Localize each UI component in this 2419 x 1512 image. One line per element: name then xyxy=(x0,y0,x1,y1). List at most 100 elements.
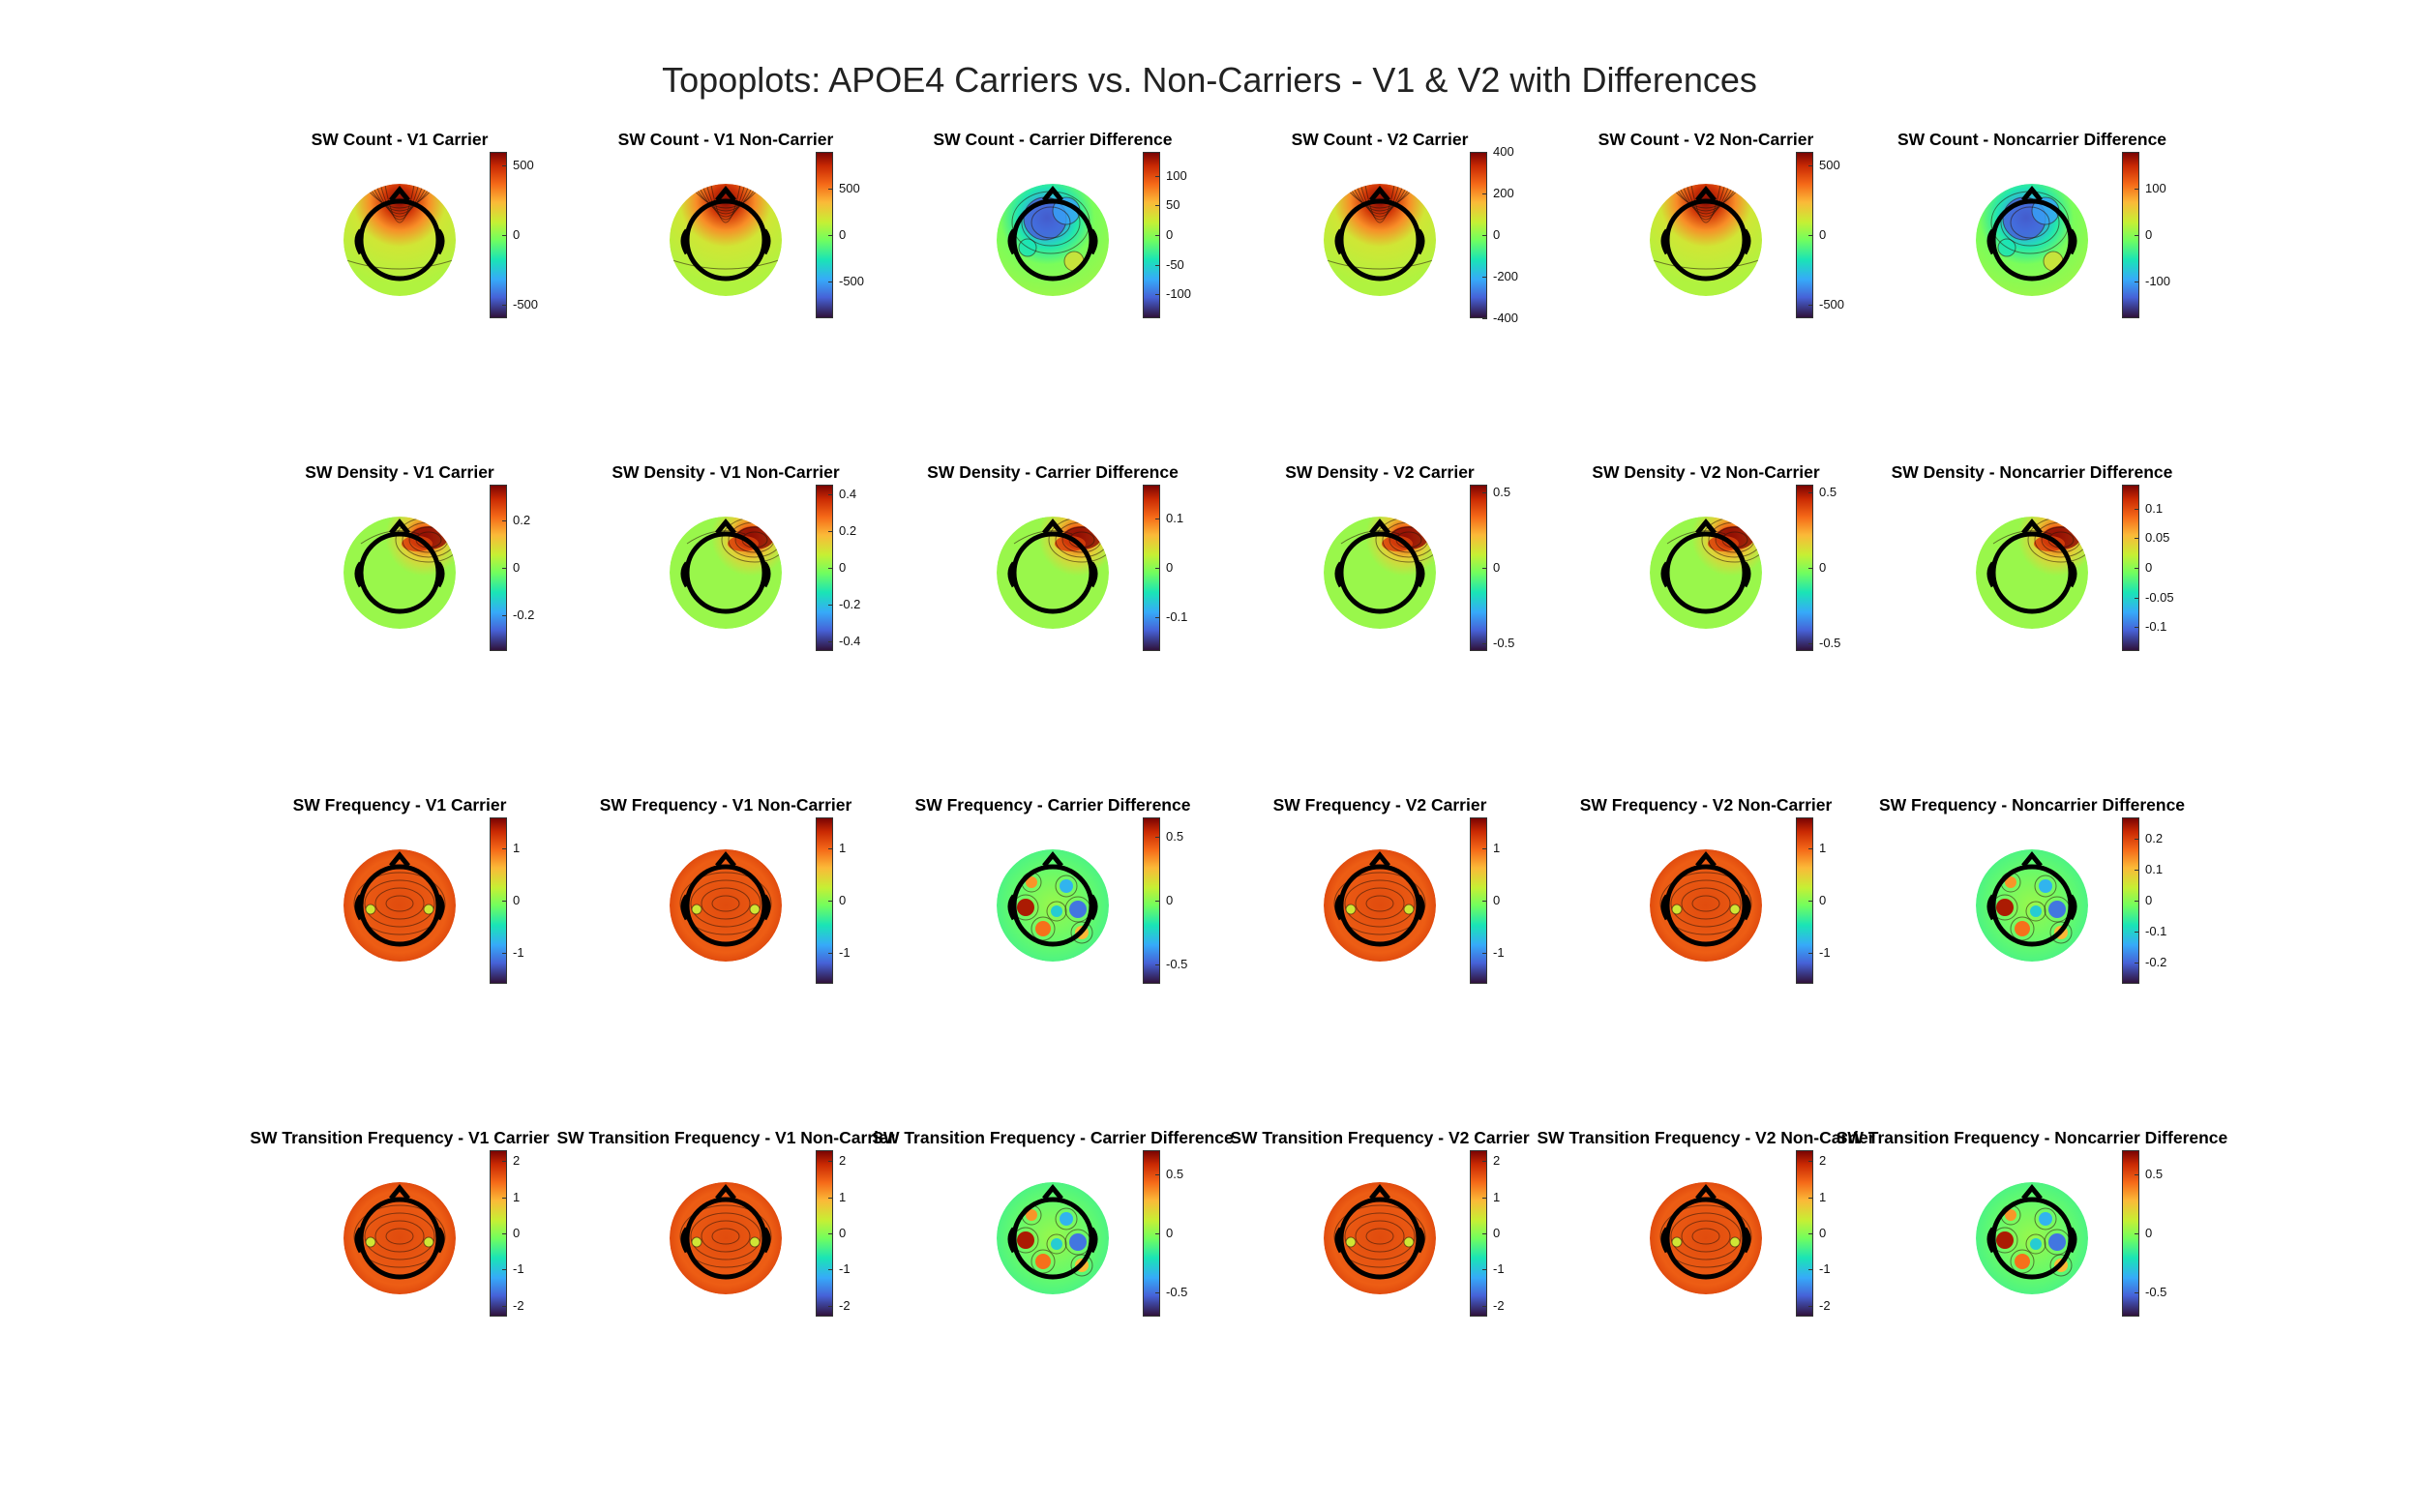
colorbar-tick-label: 1 xyxy=(1819,1189,1827,1204)
scalp-topoplot xyxy=(997,517,1109,629)
colorbar-tick xyxy=(1808,1233,1813,1234)
colorbar-tick xyxy=(828,568,833,569)
colorbar-tick-label: 500 xyxy=(1819,158,1840,173)
scalp-topoplot xyxy=(670,849,782,962)
head-outline xyxy=(684,1197,767,1280)
colorbar-tick-label: 0 xyxy=(1166,1226,1174,1240)
scalp-topoplot xyxy=(1324,849,1436,962)
panel-title: SW Transition Frequency - Noncarrier Dif… xyxy=(1836,1128,2228,1147)
panel-title: SW Count - V2 Non-Carrier xyxy=(1598,130,1814,149)
scalp-topoplot xyxy=(1324,184,1436,296)
colorbar-tick xyxy=(2135,1292,2139,1294)
colorbar-tick xyxy=(828,848,833,850)
colorbar-tick xyxy=(1155,1292,1160,1294)
scalp-topoplot xyxy=(1976,1182,2088,1294)
nose xyxy=(1042,186,1063,202)
colorbar-tick-label: 0 xyxy=(1493,560,1501,575)
colorbar-tick xyxy=(1482,1233,1487,1234)
colorbar-tick-label: 0 xyxy=(1166,560,1174,575)
colorbar-tick-label: -0.2 xyxy=(513,608,535,623)
colorbar-tick-label: 0 xyxy=(839,560,847,575)
colorbar-tick xyxy=(2135,839,2139,841)
colorbar-tick-label: 0 xyxy=(513,227,521,242)
panel-title: SW Frequency - Carrier Difference xyxy=(914,795,1191,815)
colorbar-tick xyxy=(1482,643,1487,645)
panel-title: SW Count - V1 Non-Carrier xyxy=(617,130,834,149)
head-outline xyxy=(1011,864,1094,947)
colorbar-tick xyxy=(1155,264,1160,266)
scalp-topoplot xyxy=(1976,517,2088,629)
colorbar-tick xyxy=(1482,1305,1487,1307)
colorbar-tick-label: -100 xyxy=(1166,286,1192,302)
colorbar-tick-label: 0 xyxy=(513,893,521,907)
colorbar-tick xyxy=(502,901,507,902)
panel-title: SW Density - V2 Non-Carrier xyxy=(1592,462,1820,482)
colorbar-tick xyxy=(828,901,833,902)
head-outline xyxy=(1664,531,1747,614)
scalp-topoplot xyxy=(1650,517,1762,629)
panel-title: SW Density - Carrier Difference xyxy=(927,462,1179,482)
colorbar-tick xyxy=(502,165,507,167)
nose xyxy=(1042,1184,1063,1201)
colorbar-tick-label: -0.5 xyxy=(1166,1285,1188,1300)
colorbar-tick-label: 0.1 xyxy=(2145,500,2164,516)
colorbar-tick-label: 2 xyxy=(1493,1153,1501,1169)
colorbar-tick-label: 2 xyxy=(839,1153,847,1169)
colorbar-tick xyxy=(1808,1161,1813,1163)
colorbar-tick xyxy=(1155,235,1160,236)
head-outline xyxy=(1990,1197,2074,1280)
colorbar-tick-label: -1 xyxy=(513,944,524,960)
colorbar-tick-label: 0.5 xyxy=(2145,1166,2164,1181)
colorbar-tick-label: -200 xyxy=(1493,269,1519,283)
colorbar-tick xyxy=(1808,1269,1813,1271)
colorbar-tick xyxy=(1482,152,1487,153)
colorbar-tick-label: 400 xyxy=(1493,144,1514,159)
colorbar-tick xyxy=(1808,165,1813,167)
head-outline xyxy=(1338,864,1421,947)
colorbar-tick-label: 0.5 xyxy=(1819,484,1837,499)
colorbar-tick-label: 0.1 xyxy=(1166,511,1184,526)
colorbar-tick xyxy=(502,1233,507,1234)
scalp-topoplot xyxy=(1976,184,2088,296)
colorbar-tick-label: -2 xyxy=(513,1297,524,1313)
colorbar-tick xyxy=(1808,1197,1813,1199)
nose xyxy=(2021,1184,2043,1201)
nose xyxy=(1695,186,1717,202)
nose xyxy=(1695,1184,1717,1201)
colorbar-tick-label: 1 xyxy=(1493,841,1501,856)
head-outline xyxy=(1338,531,1421,614)
panel-title: SW Count - Noncarrier Difference xyxy=(1896,130,2167,149)
colorbar-tick xyxy=(2135,901,2139,902)
colorbar-tick xyxy=(828,1161,833,1163)
scalp-topoplot xyxy=(343,184,456,296)
nose xyxy=(715,186,736,202)
nose xyxy=(389,851,410,868)
panel-title: SW Count - V2 Carrier xyxy=(1291,130,1469,149)
colorbar-tick-label: 0 xyxy=(2145,1226,2153,1240)
colorbar-tick-label: -1 xyxy=(839,944,851,960)
colorbar-tick-label: 0 xyxy=(839,1226,847,1240)
colorbar-tick-label: -1 xyxy=(1493,944,1505,960)
colorbar-tick xyxy=(2135,1173,2139,1175)
head-outline xyxy=(684,198,767,282)
panel-title: SW Density - V1 Non-Carrier xyxy=(612,462,840,482)
colorbar-tick-label: 0.2 xyxy=(839,522,857,538)
colorbar-tick xyxy=(1808,304,1813,306)
colorbar-tick-label: 0.2 xyxy=(513,512,531,527)
colorbar-tick xyxy=(828,1197,833,1199)
colorbar-tick-label: -500 xyxy=(1819,296,1845,311)
colorbar-tick xyxy=(828,952,833,954)
scalp-topoplot xyxy=(670,517,782,629)
nose xyxy=(389,1184,410,1201)
colorbar-tick-label: 0.5 xyxy=(1493,484,1511,499)
colorbar-tick-label: -0.5 xyxy=(1493,636,1515,651)
colorbar-tick xyxy=(1482,491,1487,493)
colorbar-tick xyxy=(828,235,833,236)
nose xyxy=(389,186,410,202)
panel-title: SW Frequency - V2 Carrier xyxy=(1272,795,1487,815)
colorbar-tick-label: 0 xyxy=(2145,560,2153,575)
head-outline xyxy=(1011,1197,1094,1280)
head-outline xyxy=(1664,864,1747,947)
colorbar-tick xyxy=(1155,294,1160,296)
colorbar-tick-label: 0 xyxy=(1819,1226,1827,1240)
